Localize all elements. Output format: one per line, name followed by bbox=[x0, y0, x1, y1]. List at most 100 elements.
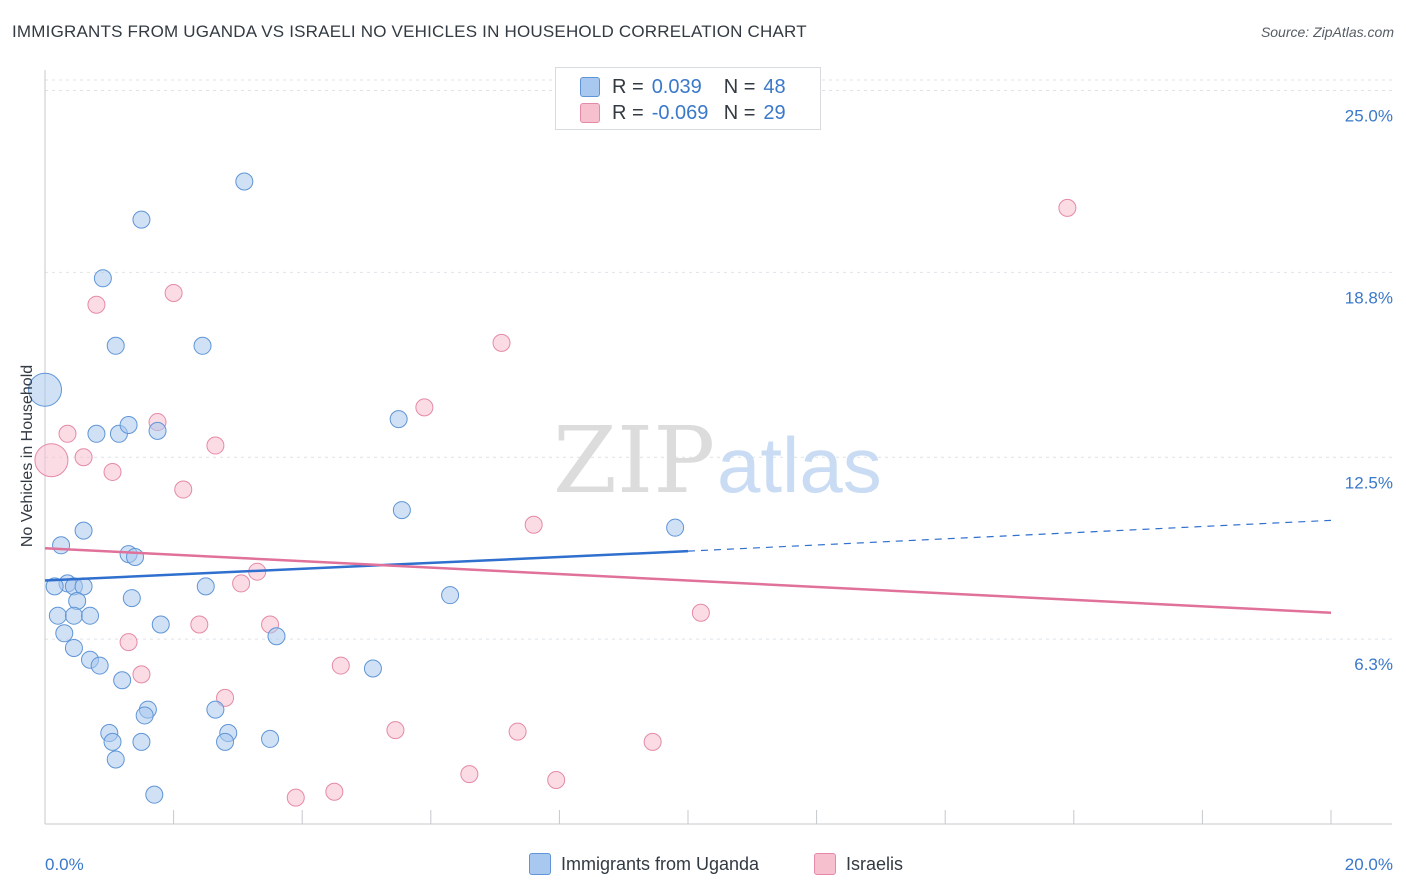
data-point-israelis bbox=[415, 398, 434, 417]
legend-r-label: R = bbox=[612, 75, 644, 98]
bottom-legend-label-israelis: Israelis bbox=[846, 853, 904, 874]
data-point-israelis bbox=[74, 448, 93, 467]
data-point-uganda bbox=[68, 592, 87, 611]
data-point-uganda bbox=[148, 421, 167, 440]
y-tick-label: 6.3% bbox=[1354, 655, 1393, 674]
chart-title: IMMIGRANTS FROM UGANDA VS ISRAELI NO VEH… bbox=[12, 22, 807, 41]
data-point-uganda bbox=[135, 706, 154, 725]
data-point-israelis bbox=[164, 283, 183, 302]
data-point-israelis bbox=[232, 574, 251, 593]
y-axis-label: No Vehicles in Household bbox=[19, 364, 36, 548]
bottom-legend-israelis: Israelis bbox=[814, 851, 903, 877]
data-point-uganda bbox=[261, 729, 280, 748]
data-point-israelis bbox=[87, 295, 106, 314]
data-point-uganda bbox=[267, 627, 286, 646]
data-point-uganda bbox=[106, 336, 125, 355]
data-point-israelis bbox=[190, 615, 209, 634]
y-tick-label: 18.8% bbox=[1345, 288, 1393, 307]
data-point-uganda bbox=[87, 424, 106, 443]
x-tick-label: 0.0% bbox=[45, 855, 84, 874]
legend-row-israelis: R = -0.069 N = 29 bbox=[580, 101, 786, 125]
legend-swatch-uganda bbox=[580, 77, 600, 97]
data-point-israelis bbox=[174, 480, 193, 499]
data-point-uganda bbox=[389, 410, 408, 429]
legend-r-value: -0.069 bbox=[651, 101, 709, 124]
data-point-israelis bbox=[58, 424, 77, 443]
data-point-uganda bbox=[151, 615, 170, 634]
data-point-israelis bbox=[286, 788, 305, 807]
source-label: Source: ZipAtlas.com bbox=[1260, 24, 1394, 40]
trend-lines bbox=[44, 519, 1332, 615]
data-point-uganda bbox=[90, 656, 109, 675]
data-point-israelis bbox=[691, 603, 710, 622]
data-point-israelis bbox=[547, 770, 566, 789]
legend-n-label: N = bbox=[723, 101, 756, 124]
gridlines bbox=[45, 79, 1392, 640]
data-point-uganda bbox=[216, 732, 235, 751]
data-point-israelis bbox=[331, 656, 350, 675]
bottom-legend-swatch-uganda bbox=[529, 853, 551, 875]
data-point-uganda bbox=[193, 336, 212, 355]
data-point-uganda bbox=[441, 586, 460, 605]
data-point-uganda bbox=[81, 606, 100, 625]
bottom-legend-label-uganda: Immigrants from Uganda bbox=[561, 853, 760, 874]
data-point-israelis bbox=[460, 765, 479, 784]
data-point-uganda bbox=[132, 732, 151, 751]
data-point-uganda bbox=[206, 700, 225, 719]
data-point-israelis bbox=[492, 333, 511, 352]
data-point-uganda bbox=[119, 415, 138, 434]
data-point-uganda bbox=[145, 785, 164, 804]
legend-r-label: R = bbox=[612, 101, 644, 124]
watermark: ZIP atlas bbox=[553, 407, 882, 514]
trend-line-uganda-extension bbox=[687, 519, 1332, 552]
legend-row-uganda: R = 0.039 N = 48 bbox=[580, 75, 786, 99]
data-point-uganda bbox=[126, 548, 145, 567]
data-point-uganda bbox=[48, 606, 67, 625]
correlation-legend: R = 0.039 N = 48 R = -0.069 N = 29 bbox=[555, 67, 821, 130]
data-point-israelis bbox=[1058, 198, 1077, 217]
data-point-israelis bbox=[119, 633, 138, 652]
data-point-uganda bbox=[74, 521, 93, 540]
legend-n-label: N = bbox=[723, 75, 756, 98]
data-point-israelis bbox=[216, 688, 235, 707]
data-point-uganda bbox=[196, 577, 215, 596]
data-point-uganda bbox=[392, 501, 411, 520]
data-point-israelis bbox=[103, 462, 122, 481]
data-point-israelis bbox=[34, 443, 69, 478]
bottom-legend-uganda: Immigrants from Uganda bbox=[529, 851, 759, 877]
data-point-israelis bbox=[132, 665, 151, 684]
x-tick-label: 20.0% bbox=[1345, 855, 1393, 874]
data-point-israelis bbox=[524, 515, 543, 534]
data-point-uganda bbox=[45, 577, 64, 596]
data-point-uganda bbox=[55, 624, 74, 643]
data-point-uganda bbox=[113, 671, 132, 690]
legend-r-value: 0.039 bbox=[651, 75, 702, 98]
data-point-uganda bbox=[132, 210, 151, 229]
legend-swatch-israelis bbox=[580, 103, 600, 123]
data-point-uganda bbox=[64, 606, 83, 625]
legend-n-value: 48 bbox=[763, 75, 786, 98]
data-point-israelis bbox=[206, 436, 225, 455]
data-points bbox=[28, 172, 1077, 807]
tick-labels: 6.3% 12.5% 18.8% 25.0% 0.0% 20.0% bbox=[45, 107, 1393, 874]
data-point-israelis bbox=[386, 721, 405, 740]
data-point-uganda bbox=[103, 732, 122, 751]
y-tick-label: 25.0% bbox=[1345, 107, 1393, 126]
data-point-uganda bbox=[52, 536, 71, 555]
trend-line-israelis bbox=[44, 546, 1332, 615]
legend-n-value: 29 bbox=[763, 101, 786, 124]
data-point-uganda bbox=[28, 372, 62, 407]
watermark-zip: ZIP bbox=[553, 407, 715, 514]
data-point-israelis bbox=[643, 732, 662, 751]
trend-line-uganda bbox=[44, 549, 689, 582]
data-point-uganda bbox=[106, 750, 125, 769]
data-point-uganda bbox=[666, 518, 685, 537]
data-point-uganda bbox=[64, 638, 83, 657]
bottom-legend-swatch-israelis bbox=[814, 853, 836, 875]
data-point-uganda bbox=[363, 659, 382, 678]
data-point-israelis bbox=[508, 722, 527, 741]
data-point-uganda bbox=[235, 172, 254, 191]
y-tick-label: 12.5% bbox=[1345, 473, 1393, 492]
data-point-israelis bbox=[325, 782, 344, 801]
